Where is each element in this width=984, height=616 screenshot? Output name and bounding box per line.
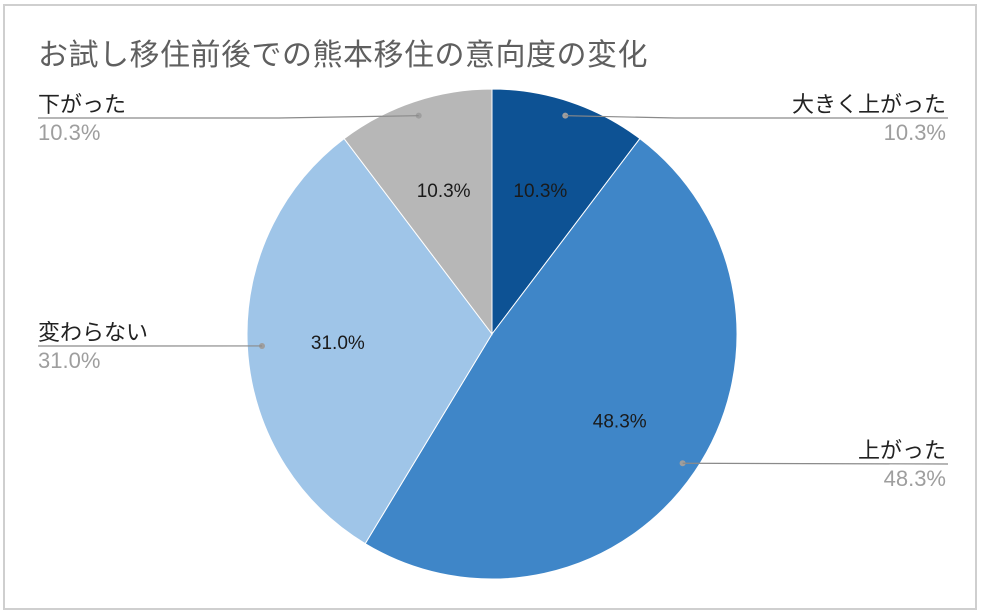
slice-kawaranai-percent: 31.0%: [38, 348, 100, 373]
slice-agatta: [364, 137, 738, 580]
slice-ookiku-agatta-percent: 10.3%: [884, 120, 946, 145]
slice-sagatta-name: 下がった: [38, 93, 126, 118]
slice-kawaranai-value-label: 31.0%: [311, 333, 365, 354]
slice-agatta-value-label: 48.3%: [593, 412, 647, 433]
slice-ookiku-agatta: [491, 88, 641, 336]
slice-agatta-name: 上がった: [858, 439, 946, 464]
slice-sagatta-callout-line: [38, 115, 419, 119]
slice-ookiku-agatta-callout-line: [565, 115, 948, 119]
slice-sagatta-value-label: 10.3%: [417, 181, 471, 202]
slice-agatta-callout-line: [682, 462, 949, 465]
slice-ookiku-agatta-name: 大きく上がった: [792, 93, 946, 118]
slice-kawaranai: [246, 137, 493, 545]
chart-title: お試し移住前後での熊本移住の意向度の変化: [38, 38, 648, 73]
slice-agatta-percent: 48.3%: [884, 466, 946, 491]
slice-ookiku-agatta-value-label: 10.3%: [513, 181, 567, 202]
slice-kawaranai-name: 変わらない: [38, 321, 148, 346]
slice-sagatta: [343, 88, 493, 336]
slice-sagatta-percent: 10.3%: [38, 120, 100, 145]
